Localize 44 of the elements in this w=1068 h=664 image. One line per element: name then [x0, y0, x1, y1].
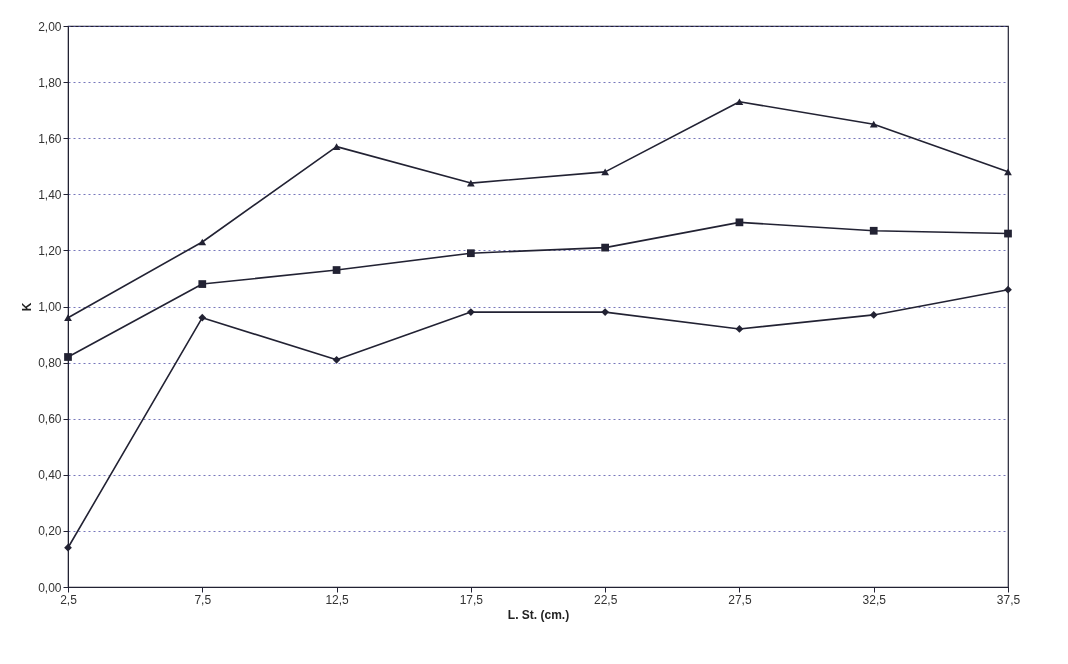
point	[869, 226, 878, 235]
y-tick-label: 0,20	[38, 524, 62, 539]
x-tick-label: 12,5	[325, 592, 350, 607]
point	[601, 243, 610, 252]
x-tick-label: 17,5	[459, 592, 484, 607]
y-tick-label: 1,80	[38, 75, 62, 90]
y-tick-label: 0,40	[38, 468, 62, 483]
point	[332, 143, 341, 150]
x-tick-label: 32,5	[862, 592, 887, 607]
y-axis-title: K	[20, 302, 35, 312]
point	[64, 314, 72, 322]
point	[198, 238, 207, 246]
point	[601, 168, 610, 176]
y-tick-label: 1,40	[38, 187, 62, 202]
x-tick-label: 37,5	[996, 592, 1021, 607]
point	[466, 308, 475, 316]
point	[198, 313, 207, 322]
x-tick-label: 2,5	[60, 592, 78, 607]
point	[1004, 229, 1012, 238]
y-tick-label: 0,00	[38, 580, 62, 595]
point	[1004, 168, 1012, 176]
x-tick-label: 22,5	[593, 592, 618, 607]
point	[869, 311, 878, 319]
point	[64, 353, 72, 361]
point	[735, 98, 744, 106]
y-tick-label: 1,60	[38, 131, 62, 146]
y-tick-label: 1,20	[38, 243, 62, 258]
x-tick-label: 27,5	[728, 592, 752, 607]
x-axis-title: L. St. (cm.)	[507, 607, 570, 622]
point	[735, 218, 744, 227]
point	[466, 249, 475, 258]
y-tick-label: 0,60	[38, 412, 62, 427]
point	[601, 308, 610, 316]
point	[869, 120, 878, 128]
point	[1004, 285, 1012, 294]
x-tick-label: 7,5	[194, 592, 212, 607]
y-tick-label: 1,00	[38, 300, 62, 314]
point	[735, 325, 744, 333]
y-tick-label: 2,00	[38, 19, 62, 34]
point	[64, 543, 72, 552]
y-tick-label: 0,80	[38, 356, 62, 371]
point	[198, 280, 207, 288]
point	[332, 266, 341, 274]
point	[332, 355, 341, 364]
